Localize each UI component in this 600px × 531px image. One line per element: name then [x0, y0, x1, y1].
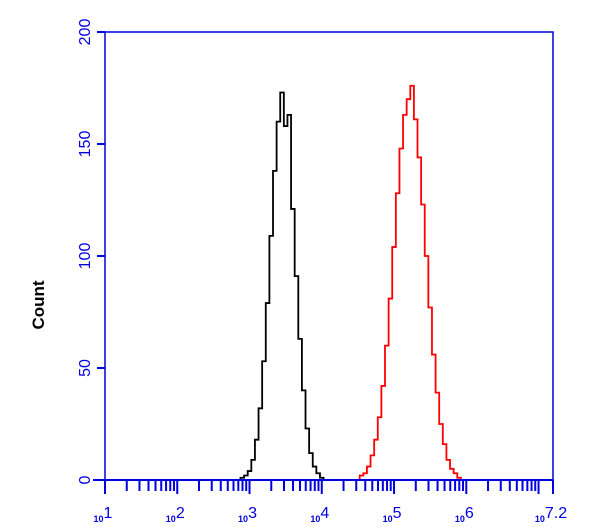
x-tick-label: 106	[455, 505, 474, 524]
histogram-series-2	[358, 84, 465, 481]
y-tick-label: 150	[77, 131, 94, 158]
x-tick-label: 103	[238, 505, 257, 524]
x-tick-label-power: 3	[248, 505, 257, 522]
x-tick-label-base: 10	[310, 514, 320, 524]
x-tick-label-base: 10	[94, 514, 104, 524]
x-tick-label-power: 7.2	[545, 505, 567, 522]
y-axis-label: Count	[29, 280, 48, 329]
x-tick-label-power: 5	[393, 505, 402, 522]
x-tick-label: 105	[383, 505, 402, 524]
x-axis: 101 102 103 104 105 106 107.2	[93, 479, 567, 524]
x-tick-label-power: 1	[104, 505, 113, 522]
histogram-series-1	[239, 91, 328, 481]
x-tick-label-base: 10	[166, 514, 176, 524]
x-tick-label-base: 10	[238, 514, 248, 524]
x-tick-label: 102	[166, 505, 185, 524]
plot-border	[104, 31, 554, 481]
x-tick-label-power: 4	[320, 505, 329, 522]
y-axis: 0 50 100 150 200	[77, 19, 105, 484]
y-tick-label: 50	[77, 359, 94, 377]
y-tick-label: 0	[77, 475, 94, 484]
y-tick-label: 100	[77, 243, 94, 270]
x-tick-label: 104	[310, 505, 329, 524]
plot-frame	[104, 31, 554, 481]
series-layer	[239, 84, 465, 481]
y-tick-label: 200	[77, 19, 94, 46]
x-tick-label-base: 10	[455, 514, 465, 524]
x-tick-label-power: 2	[176, 505, 185, 522]
x-tick-label: 107.2	[535, 505, 567, 524]
x-tick-label-base: 10	[535, 514, 545, 524]
x-tick-label-power: 6	[465, 505, 474, 522]
x-tick-label: 101	[94, 505, 113, 524]
x-tick-label-base: 10	[383, 514, 393, 524]
